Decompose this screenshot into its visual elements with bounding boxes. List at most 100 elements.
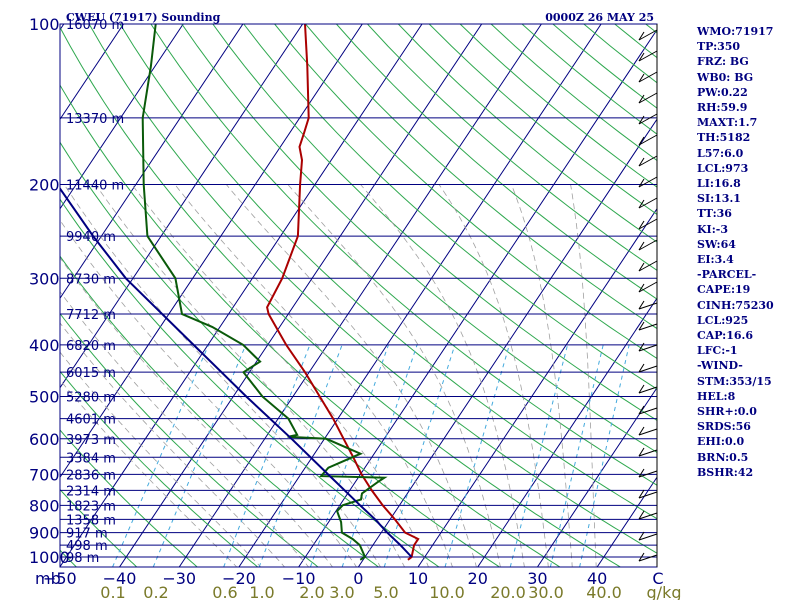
moist-adiabat-line (60, 257, 334, 567)
dry-adiabat-line (336, 24, 657, 300)
mixing-ratio-line (444, 344, 510, 567)
moist-adiabat-line (570, 184, 597, 567)
isotherm-line (60, 24, 423, 567)
wind-barb (638, 71, 658, 83)
dry-adiabat-line (60, 84, 561, 567)
wind-barb (638, 281, 658, 293)
height-label: 11440 m (66, 178, 124, 193)
wind-barb-flag (638, 342, 645, 352)
mixing-ratio-unit: g/kg (647, 583, 682, 600)
wind-barb (638, 428, 658, 436)
dry-adiabat-line (60, 312, 319, 567)
wind-barb (638, 92, 658, 104)
indices-panel: WMO:71917 TP:350 FRZ: BG WB0: BG PW:0.22… (697, 24, 797, 480)
wind-barb (638, 512, 658, 520)
moist-adiabat-line (225, 184, 477, 567)
wind-barb-flag (638, 363, 645, 373)
wind-barb-flag (638, 531, 645, 541)
index-tt: TT:36 (697, 207, 732, 221)
wind-barb (638, 554, 658, 562)
wind-barb (638, 260, 658, 272)
wind-barb-flag (638, 178, 645, 188)
wind-barb (638, 302, 658, 310)
height-label: 498 m (66, 539, 108, 554)
temperature-tick-label: 10 (408, 569, 428, 588)
index-lfc: LFC:-1 (697, 344, 738, 358)
dry-adiabat-line (150, 24, 657, 486)
isotherm-line (357, 118, 657, 567)
pressure-tick-label: 400 (29, 336, 60, 355)
mixing-ratio-label: 0.6 (212, 583, 237, 600)
wind-barb (638, 449, 658, 457)
pressure-unit: mb (35, 569, 61, 588)
chart-title: CWEU (71917) Sounding (66, 11, 221, 24)
dewpoint-line (141, 24, 388, 561)
wind-barb (638, 365, 658, 373)
temperature-tick-label: −10 (282, 569, 316, 588)
mixing-ratio-label: 1.0 (249, 583, 274, 600)
dry-adiabat-line (88, 24, 657, 554)
wind-barb-flag (638, 241, 645, 251)
mixing-ratio-line (152, 344, 247, 567)
wind-barb (638, 344, 658, 352)
moist-adiabat-line (60, 322, 286, 567)
wind-barb (638, 50, 658, 62)
index-lcl: LCL:973 (697, 161, 749, 175)
height-label: 917 m (66, 527, 108, 542)
mixing-ratio-line (383, 344, 456, 567)
temperature-tick-label: 40 (587, 569, 607, 588)
mixing-ratio-label: 3.0 (329, 583, 354, 600)
mixing-ratio-line (549, 344, 604, 567)
index-li: LI:16.8 (697, 177, 741, 191)
wind-barb-flag (638, 552, 645, 562)
moist-adiabat-line (60, 291, 310, 567)
wind-barb (638, 491, 658, 499)
height-label: 6015 m (66, 366, 116, 381)
temperature-unit: C (652, 569, 663, 588)
height-label: 16070 m (66, 18, 124, 33)
index-pw: PW:0.22 (697, 85, 748, 99)
wind-barb-flag (638, 94, 645, 104)
height-label: 3384 m (66, 451, 116, 466)
wind-barb-flag (638, 321, 645, 331)
index-ki: KI:-3 (697, 222, 728, 236)
mixing-ratio-label: 40.0 (586, 583, 622, 600)
isotherm-line (417, 207, 657, 567)
index-parcel-lcl: LCL:925 (697, 313, 749, 327)
wind-barb (638, 386, 658, 394)
wind-barb (638, 470, 658, 478)
dry-adiabat-line (60, 370, 259, 567)
height-label: 6820 m (66, 339, 116, 354)
mixing-ratio-label: 10.0 (429, 583, 465, 600)
index-si: SI:13.1 (697, 192, 741, 206)
wind-barb-flag (638, 115, 645, 125)
dry-adiabat-line (60, 429, 198, 567)
pressure-tick-label: 1000 (29, 548, 70, 567)
index-cap: CAP:16.6 (697, 329, 754, 343)
dry-adiabat-line (60, 255, 380, 567)
dry-adiabat-line (274, 24, 657, 360)
pressure-tick-label: 700 (29, 465, 60, 484)
wind-barb (638, 197, 658, 209)
height-label: 2314 m (66, 484, 116, 499)
wind-barb (638, 134, 658, 146)
wind-barb (638, 176, 658, 188)
isotherm-line (60, 24, 304, 389)
mixing-ratio-line (309, 344, 389, 567)
moist-adiabat-line (95, 184, 406, 567)
pressure-tick-label: 300 (29, 269, 60, 288)
index-ei: EI:3.4 (697, 253, 734, 267)
temperature-tick-label: 0 (353, 569, 363, 588)
dry-adiabat-line (119, 24, 657, 520)
dry-adiabat-line (60, 141, 501, 567)
index-wmo: WMO:71917 (697, 25, 774, 38)
temperature-tick-label: 20 (468, 569, 488, 588)
isotherm-line (0, 24, 4, 567)
temperature-tick-label: 30 (527, 569, 547, 588)
index-shr: SHR+:0.0 (697, 405, 757, 419)
index-maxt: MAXT:1.7 (697, 116, 758, 130)
pressure-tick-label: 200 (29, 175, 60, 194)
mixing-ratio-label: 0.1 (100, 583, 125, 600)
height-label: 13370 m (66, 112, 124, 127)
